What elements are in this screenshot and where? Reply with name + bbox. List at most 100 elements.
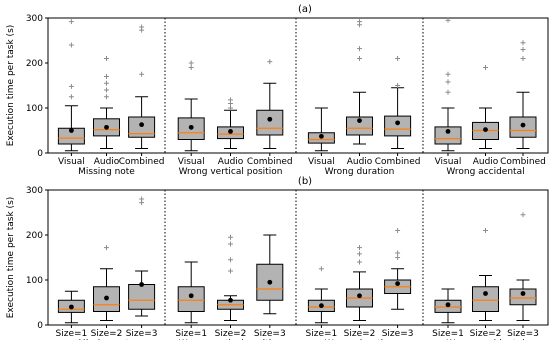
panel-a-outlier-point (445, 71, 451, 77)
panel-b-outlier-point (228, 234, 233, 240)
panel-a-outlier-point (445, 17, 451, 23)
panel-a-x-tick-label: Combined (375, 157, 421, 167)
panel-b-y-tick-label: 100 (26, 276, 43, 286)
panel-a-y-tick-label: 100 (26, 104, 43, 114)
panel-b-x-tick-label: Size=3 (254, 329, 286, 339)
panel-b-mean-marker (139, 282, 145, 287)
panel-a-outlier-point (267, 59, 273, 65)
panel-b-outlier-point (395, 255, 401, 260)
panel-a-x-tick-label: Audio (347, 157, 373, 167)
panel-b-x-tick-label: Size=3 (382, 329, 414, 339)
panel-b-outlier-point (228, 241, 233, 247)
panel-a-x-tick-label: Visual (435, 157, 462, 167)
panel-a-mean-marker (520, 122, 526, 128)
panel-a-outlier-point (68, 94, 74, 100)
panel-a-outlier-point (139, 24, 145, 30)
panel-b-mean-marker (188, 293, 194, 299)
panel-a-y-axis-label: Execution time per task (s) (6, 25, 16, 147)
panel-a-outlier-point (520, 47, 526, 52)
panel-a-box (346, 116, 373, 136)
panel-b-outlier-point (357, 245, 362, 251)
panel-b-box (509, 288, 537, 306)
panel-a-box (384, 115, 412, 137)
panel-a-outlier-point (483, 65, 488, 70)
panel-a-mean-marker (228, 129, 233, 134)
panel-a-mean-marker (445, 129, 451, 134)
panel-a-outlier-point (520, 56, 526, 61)
panel-b-box (128, 284, 156, 310)
panel-a-outlier-point (228, 97, 233, 103)
panel-b-box (177, 286, 205, 312)
panel-b-x-tick-label: Size=2 (215, 329, 247, 339)
panel-b-x-tick-label: Size=3 (507, 329, 539, 339)
panel-a-plot-frame (47, 17, 549, 154)
panel-a-x-tick-label: Combined (119, 157, 165, 167)
panel-a-x-tick-label: Audio (218, 157, 244, 167)
panel-a-group-label: Wrong vertical position (179, 167, 283, 177)
panel-b-outlier-point (520, 212, 526, 218)
panel-a-x-tick-label: Combined (500, 157, 546, 167)
panel-b-x-tick-label: Size=2 (470, 329, 502, 339)
panel-a-outlier-point (357, 56, 362, 61)
panel-b-outlier-point (228, 268, 233, 274)
panel-a-title: (a) (298, 4, 312, 15)
panel-a-outlier-point (228, 105, 233, 111)
panel-b-mean-marker (69, 304, 74, 310)
panel-a-outlier-point (104, 74, 109, 79)
panel-a-outlier-point (68, 19, 74, 25)
panel-b-x-tick-label: Size=2 (344, 329, 376, 339)
panel-b-mean-marker (520, 291, 526, 296)
panel-a-outlier-point (104, 94, 109, 100)
panel-a-x-tick-label: Combined (247, 157, 293, 167)
panel-a-outlier-point (357, 46, 362, 52)
panel-a-box (434, 126, 462, 145)
panel-a-y-tick-label: 300 (26, 14, 43, 24)
panel-a-mean-marker (139, 122, 145, 128)
panel-b-mean-marker (395, 281, 400, 286)
panel-b-mean-marker (104, 295, 109, 301)
panel-a-box (256, 109, 284, 136)
panel-b-outlier-point (104, 245, 109, 251)
panel-a-mean-marker (69, 128, 74, 133)
panel-b-outlier-point (395, 250, 401, 256)
panel-b-x-tick-label: Size=2 (91, 329, 123, 339)
panel-b-outlier-point (357, 251, 362, 257)
panel-a-mean-marker (395, 120, 400, 126)
panel-a-outlier-point (520, 40, 526, 46)
panel-a-mean-marker (267, 116, 273, 122)
panel-b-x-tick-label: Size=3 (126, 329, 158, 339)
panel-b-x-tick-label: Size=1 (175, 329, 207, 339)
panel-b-y-axis-label: Execution time per task (s) (6, 197, 16, 319)
panel-b-outlier-point (395, 228, 401, 233)
panel-a-outlier-point (188, 65, 194, 70)
panel-a-outlier-point (139, 71, 145, 77)
panel-a: (a) 0 100 200 300 Execution time per task (s… (6, 4, 549, 177)
panel-b-mean-marker (228, 297, 233, 303)
panel-a-outlier-point (188, 60, 194, 66)
panel-b-outlier-point (228, 257, 233, 263)
panel-a-x-tick-label: Audio (473, 157, 499, 167)
panel-b-outlier-point (357, 259, 362, 265)
panel-a-mean-marker (319, 133, 324, 139)
panel-a-outlier-point (395, 83, 401, 88)
panel-b-mean-marker (483, 291, 488, 296)
panel-a-x-tick-label: Visual (58, 157, 85, 167)
panel-b-outlier-point (483, 228, 488, 233)
panel-a-x-tick-label: Audio (94, 157, 120, 167)
panel-a-outlier-point (68, 83, 74, 89)
panel-b-y-tick-label: 200 (26, 231, 43, 241)
panel-b-mean-marker (445, 302, 451, 308)
panel-a-mean-marker (483, 127, 488, 132)
panel-b: (b) 0 100 200 300 Execution time per task (s… (6, 176, 549, 340)
panel-a-mean-marker (188, 124, 194, 130)
panel-a-group-label: Missing note (78, 167, 135, 177)
panel-b-box (472, 286, 499, 312)
panel-a-y-tick-label: 200 (26, 59, 43, 69)
panel-b-x-tick-label: Size=1 (432, 329, 464, 339)
panel-a-outlier-point (104, 87, 109, 93)
panel-b-mean-marker (319, 303, 324, 309)
panel-a-outlier-point (445, 89, 451, 95)
panel-b-x-tick-label: Size=1 (306, 329, 338, 339)
panel-a-group-label: Wrong accidental (446, 167, 524, 177)
